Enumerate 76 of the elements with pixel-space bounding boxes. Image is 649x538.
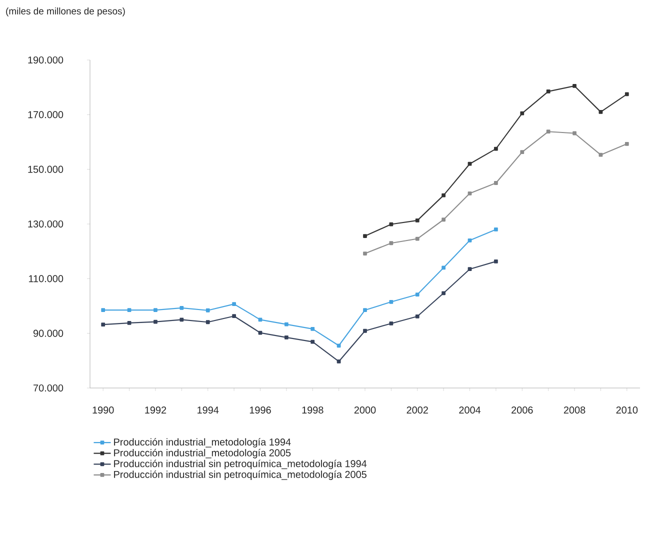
point xyxy=(310,327,315,331)
point xyxy=(336,360,341,364)
point xyxy=(363,252,367,256)
point xyxy=(468,267,472,272)
legend-label: Producción industrial_metodología 1994 xyxy=(114,438,291,448)
point xyxy=(232,302,236,306)
point xyxy=(180,318,184,322)
point xyxy=(546,130,550,134)
point xyxy=(415,314,420,318)
point xyxy=(363,328,367,333)
x-tick-label: 1992 xyxy=(145,406,166,414)
point xyxy=(598,152,603,157)
point xyxy=(154,308,158,312)
point xyxy=(546,89,550,94)
x-tick-label: 1996 xyxy=(250,406,271,414)
x-tick-label: 1990 xyxy=(92,406,114,414)
point xyxy=(127,321,132,325)
point xyxy=(310,340,315,344)
point xyxy=(494,228,498,232)
x-tick-label: 2010 xyxy=(616,406,638,414)
point xyxy=(206,320,210,324)
point xyxy=(284,322,288,326)
x-tick-label: 1998 xyxy=(302,406,324,414)
point xyxy=(389,322,394,326)
x-tick-label: 2006 xyxy=(512,406,533,414)
point xyxy=(468,191,472,196)
point xyxy=(258,318,262,322)
point xyxy=(284,335,288,340)
point xyxy=(442,291,446,296)
y-tick-label: 70.000 xyxy=(34,384,64,392)
point xyxy=(520,111,524,116)
point xyxy=(624,92,629,96)
point xyxy=(415,218,420,222)
point xyxy=(206,308,210,312)
x-tick-label: 2004 xyxy=(459,406,481,414)
point xyxy=(154,320,158,324)
point xyxy=(415,292,420,296)
point xyxy=(468,162,472,166)
y-tick-label: 130.000 xyxy=(28,220,64,228)
point xyxy=(624,142,629,146)
point xyxy=(572,84,576,88)
y-tick-label: 170.000 xyxy=(28,111,64,118)
point xyxy=(180,306,184,310)
point xyxy=(389,222,394,226)
point xyxy=(127,308,132,312)
y-tick-label: 150.000 xyxy=(28,166,64,173)
y-tick-label: 190.000 xyxy=(28,56,64,64)
point xyxy=(336,344,341,348)
point xyxy=(442,218,446,222)
legend-label: Producción industrial_metodología 2005 xyxy=(114,448,291,458)
legend-label: Producción industrial sin petroquímica_metodología 1994 xyxy=(114,460,367,470)
y-axis-title: (miles de millones de pesos) xyxy=(6,8,125,16)
x-tick-label: 2008 xyxy=(564,406,586,414)
point xyxy=(598,110,603,114)
point xyxy=(468,238,472,242)
y-tick-label: 90.000 xyxy=(33,330,64,337)
point xyxy=(101,308,106,312)
point xyxy=(232,314,236,318)
point xyxy=(494,181,498,185)
point xyxy=(494,260,498,264)
point xyxy=(101,322,106,327)
point xyxy=(442,266,446,270)
y-tick-label: 110.000 xyxy=(28,275,64,282)
point xyxy=(572,131,576,136)
point xyxy=(494,146,498,151)
point xyxy=(389,300,394,304)
x-tick-label: 2000 xyxy=(354,406,376,414)
x-tick-label: 1994 xyxy=(198,406,219,414)
point xyxy=(415,236,420,241)
point xyxy=(442,193,446,198)
point xyxy=(389,241,394,246)
point xyxy=(363,234,367,238)
legend-label: Producción industrial sin petroquímica_metodología 2005 xyxy=(114,470,366,480)
point xyxy=(520,150,524,154)
point xyxy=(363,308,367,312)
x-tick-label: 2002 xyxy=(406,406,428,414)
